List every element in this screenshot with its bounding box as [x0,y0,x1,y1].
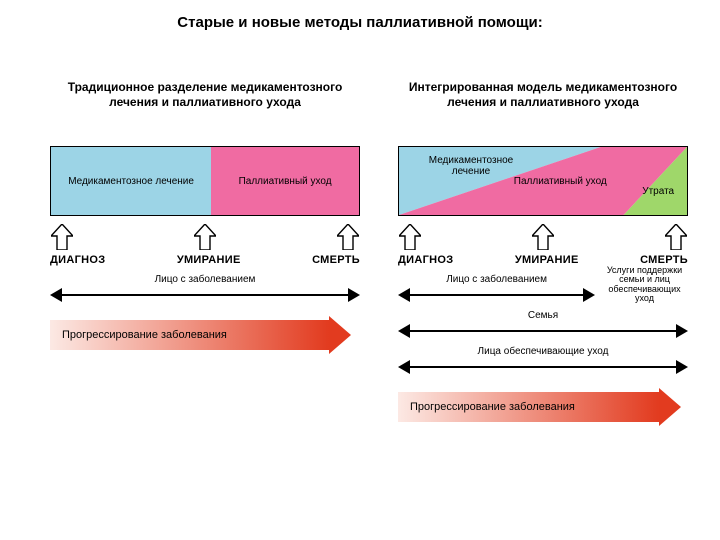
left-progress-label: Прогрессирование заболевания [62,320,227,350]
double-arrow: Семья [398,324,688,338]
right-progress-label: Прогрессирование заболевания [410,392,575,422]
left-region-pall: Паллиативный уход [211,147,359,215]
double-arrow-label: Лицо с заболеванием [137,274,273,285]
left-region-med-label: Медикаментозное лечение [68,176,194,187]
double-arrow-label: Семья [514,310,572,321]
right-region-med-label: Медикаментозное лечение [411,155,532,177]
double-arrow-label: Лицо с заболеванием [433,274,561,285]
right-region-loss-label: Утрата [629,186,687,197]
right-progress-arrow: Прогрессирование заболевания [398,392,688,422]
right-panel-title: Интегрированная модель медикаментозного … [398,80,688,110]
left-region-med: Медикаментозное лечение [51,147,211,215]
left-progress-arrow: Прогрессирование заболевания [50,320,360,350]
left-panel-title: Традиционное разделение медикаментозного… [50,80,360,110]
up-arrow-icon [531,224,555,252]
stage-label: УМИРАНИЕ [177,254,241,266]
stage-label: ДИАГНОЗ [398,254,453,266]
up-arrow-icon [50,224,74,252]
up-arrow-icon [193,224,217,252]
left-stages: ДИАГНОЗ УМИРАНИЕ СМЕРТЬ [50,254,360,266]
up-arrow-icon [336,224,360,252]
right-double-arrows: Лицо с заболеваниемУслуги поддержки семь… [398,288,688,374]
right-panel: Интегрированная модель медикаментозного … [398,80,688,422]
left-progress-head [329,316,351,354]
right-region-pall-label: Паллиативный уход [508,176,612,187]
right-bar: Медикаментозное лечение Паллиативный ухо… [398,146,688,216]
double-arrow-label: Лица обеспечивающие уход [462,346,624,357]
up-arrow-icon [664,224,688,252]
left-double-arrows: Лицо с заболеванием [50,288,360,302]
double-arrow-right-label: Услуги поддержки семьи и лиц обеспечиваю… [601,266,688,304]
right-progress-head [659,388,681,426]
left-up-arrows [50,224,360,252]
double-arrow: Лица обеспечивающие уход [398,360,688,374]
stage-label: ДИАГНОЗ [50,254,105,266]
double-arrow: Лицо с заболеваниемУслуги поддержки семь… [398,288,688,302]
page-title: Старые и новые методы паллиативной помощ… [0,14,720,31]
stage-label: УМИРАНИЕ [515,254,579,266]
left-region-pall-label: Паллиативный уход [239,176,332,187]
double-arrow: Лицо с заболеванием [50,288,360,302]
left-bar: Медикаментозное лечение Паллиативный ухо… [50,146,360,216]
left-panel: Традиционное разделение медикаментозного… [50,80,360,350]
right-up-arrows [398,224,688,252]
up-arrow-icon [398,224,422,252]
stage-label: СМЕРТЬ [312,254,360,266]
